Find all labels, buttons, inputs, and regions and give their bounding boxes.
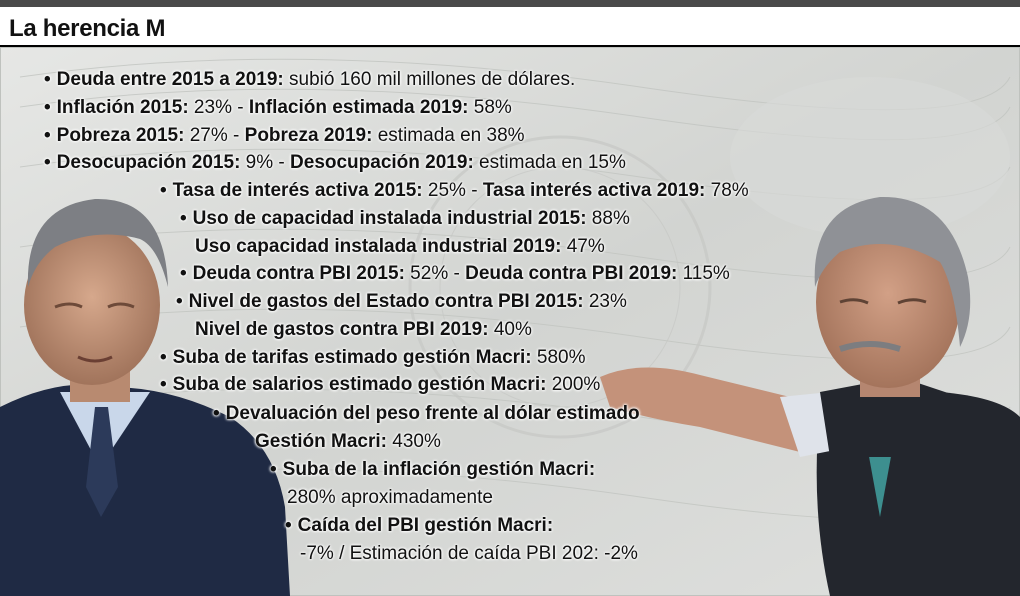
fact-gastos-2019: Nivel de gastos contra PBI 2019: 40%	[195, 319, 532, 340]
fact-gastos-2015: • Nivel de gastos del Estado contra PBI 2…	[176, 291, 627, 312]
fact-suba-inflacion-valor: 280% aproximadamente	[287, 487, 493, 508]
fact-capacidad-2019: Uso capacidad instalada industrial 2019:…	[195, 236, 605, 257]
fact-tasa-interes: • Tasa de interés activa 2015: 25% - Tasa…	[160, 180, 749, 201]
fact-deuda: • Deuda entre 2015 a 2019: subió 160 mil …	[44, 69, 576, 90]
top-rule	[0, 0, 1020, 7]
fact-devaluacion: • Devaluación del peso frente al dólar es…	[213, 403, 640, 424]
fact-salarios: • Suba de salarios estimado gestión Macri…	[160, 374, 601, 395]
right-man-photo	[600, 196, 1020, 596]
background-artwork	[0, 47, 1020, 596]
fact-desocupacion: • Desocupación 2015: 9% - Desocupación 20…	[44, 152, 626, 173]
fact-caida-pbi-valor: -7% / Estimación de caída PBI 202: -2%	[300, 543, 638, 564]
fact-tarifas: • Suba de tarifas estimado gestión Macri:…	[160, 347, 586, 368]
fact-inflacion: • Inflación 2015: 23% - Inflación estimad…	[44, 97, 512, 118]
infographic-stage: • Deuda entre 2015 a 2019: subió 160 mil …	[0, 47, 1020, 596]
fact-capacidad-2015: • Uso de capacidad instalada industrial 2…	[180, 208, 630, 229]
title-bar: La herencia M	[0, 9, 1020, 47]
page-title: La herencia M	[9, 15, 166, 42]
fact-suba-inflacion: • Suba de la inflación gestión Macri:	[270, 459, 596, 480]
left-man-photo	[0, 198, 290, 596]
fact-deuda-pbi: • Deuda contra PBI 2015: 52% - Deuda cont…	[180, 263, 730, 284]
fact-pobreza: • Pobreza 2015: 27% - Pobreza 2019: estim…	[44, 125, 525, 146]
fact-caida-pbi: • Caída del PBI gestión Macri:	[285, 515, 554, 536]
fact-devaluacion-valor: Gestión Macri: 430%	[255, 431, 441, 452]
